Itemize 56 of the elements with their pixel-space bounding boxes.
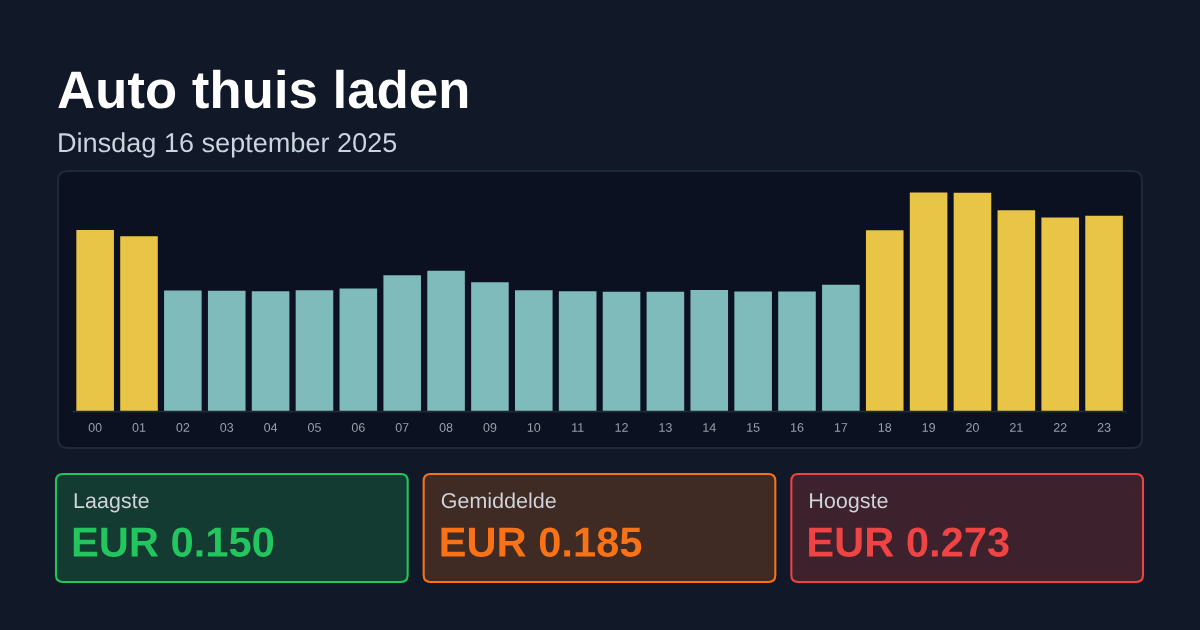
bar [997, 210, 1036, 412]
bar [207, 290, 246, 412]
x-tick-label: 06 [351, 423, 365, 432]
x-tick-label: 16 [791, 423, 804, 432]
bar [295, 290, 334, 412]
bar [76, 229, 114, 412]
chart-subtitle: Dinsdag 16 september 2025 [59, 132, 397, 158]
bar [427, 270, 465, 412]
text: EUR 0.150 [73, 527, 274, 557]
bar [690, 289, 729, 412]
x-tick-label: 10 [527, 423, 541, 432]
bar [251, 291, 290, 412]
x-tick-label: 00 [88, 423, 102, 432]
x-tick-label: 23 [1097, 423, 1111, 432]
bar [471, 282, 509, 412]
bar [953, 192, 992, 412]
bar [558, 291, 597, 412]
x-tick-label: 03 [220, 423, 234, 432]
bar [339, 288, 378, 412]
x-tick-label: 01 [132, 423, 146, 432]
bar [734, 291, 772, 412]
x-tick-label: 08 [439, 423, 453, 432]
x-tick-label: 13 [659, 423, 672, 432]
text: EUR 0.273 [809, 527, 1009, 557]
x-tick-label: 05 [308, 423, 321, 432]
x-tick-label: 19 [922, 423, 935, 432]
x-tick-label: 11 [572, 423, 584, 432]
bar [515, 290, 553, 412]
x-tick-label: 15 [747, 423, 760, 432]
x-tick-label: 17 [834, 423, 848, 432]
text: Gemiddelde [441, 492, 556, 509]
bar [778, 291, 816, 412]
x-tick-label: 21 [1010, 423, 1023, 432]
bar [383, 275, 421, 412]
x-tick-label: 09 [483, 423, 497, 432]
x-tick-label: 02 [176, 423, 190, 432]
bar [120, 236, 158, 412]
chart-title: Auto thuis laden [58, 69, 468, 109]
bar [1041, 217, 1079, 412]
x-tick-label: 14 [703, 423, 716, 432]
x-tick-label: 18 [878, 423, 892, 432]
text: Hoogste [810, 493, 888, 513]
bar [865, 230, 904, 412]
bar [646, 291, 685, 412]
bar [1085, 215, 1123, 412]
x-tick-label: 04 [264, 423, 278, 432]
x-tick-label: 07 [395, 423, 409, 432]
text: EUR 0.185 [441, 527, 642, 557]
x-tick-label: 22 [1053, 423, 1067, 432]
bar [602, 291, 641, 412]
bar [909, 192, 948, 412]
bar [164, 290, 202, 412]
x-tick-label: 20 [966, 423, 979, 432]
x-tick-label: 12 [615, 423, 628, 432]
bar [822, 284, 860, 412]
text: Laagste [74, 493, 149, 513]
